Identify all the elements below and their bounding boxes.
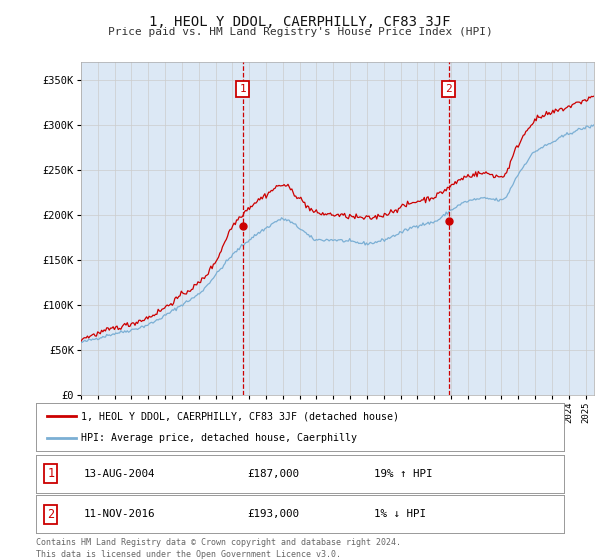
Text: Contains HM Land Registry data © Crown copyright and database right 2024.
This d: Contains HM Land Registry data © Crown c… [36, 538, 401, 559]
Text: 13-AUG-2004: 13-AUG-2004 [83, 469, 155, 479]
Text: 1, HEOL Y DDOL, CAERPHILLY, CF83 3JF: 1, HEOL Y DDOL, CAERPHILLY, CF83 3JF [149, 15, 451, 29]
Text: 1: 1 [47, 467, 55, 480]
Text: 1, HEOL Y DDOL, CAERPHILLY, CF83 3JF (detached house): 1, HEOL Y DDOL, CAERPHILLY, CF83 3JF (de… [81, 411, 399, 421]
Text: HPI: Average price, detached house, Caerphilly: HPI: Average price, detached house, Caer… [81, 433, 357, 443]
Text: 2: 2 [445, 83, 452, 94]
Text: Price paid vs. HM Land Registry's House Price Index (HPI): Price paid vs. HM Land Registry's House … [107, 27, 493, 37]
Text: £193,000: £193,000 [247, 509, 299, 519]
Text: 1: 1 [239, 83, 246, 94]
Text: 1% ↓ HPI: 1% ↓ HPI [374, 509, 426, 519]
Text: 19% ↑ HPI: 19% ↑ HPI [374, 469, 433, 479]
Text: 2: 2 [47, 507, 55, 521]
Text: 11-NOV-2016: 11-NOV-2016 [83, 509, 155, 519]
Text: £187,000: £187,000 [247, 469, 299, 479]
